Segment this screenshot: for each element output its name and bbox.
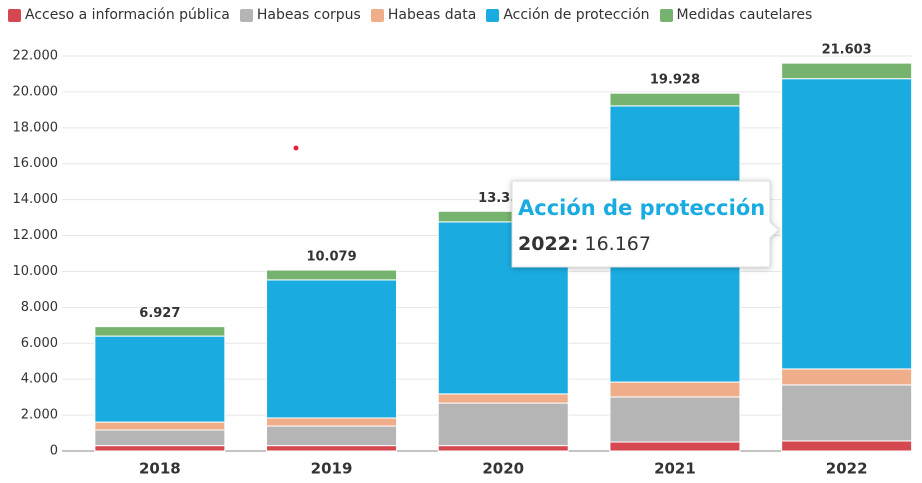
total-label: 19.928 [650, 73, 700, 88]
dot [293, 145, 299, 151]
bar-segment [266, 279, 398, 419]
bar-segment [94, 335, 226, 423]
x-tick-label: 2020 [482, 460, 524, 478]
y-tick-label: 0 [50, 444, 58, 459]
bar-segment [609, 92, 741, 107]
bar-segment [609, 441, 741, 452]
bar-segment [781, 62, 913, 80]
legend-swatch [239, 8, 253, 22]
y-tick-label: 20.000 [13, 84, 59, 99]
tooltip-number: 16.167 [584, 233, 650, 255]
y-tick-label: 6.000 [21, 336, 58, 351]
tooltip-label: 2022: [518, 233, 578, 255]
legend-item[interactable]: Acción de protección [486, 7, 650, 23]
y-tick-label: 8.000 [21, 300, 58, 315]
y-tick-label: 18.000 [13, 120, 59, 135]
legend-swatch [8, 8, 21, 22]
tooltip-value: 2022: 16.167 [518, 233, 651, 255]
legend-item[interactable]: Medidas cautelares [659, 7, 813, 23]
y-tick-label: 4.000 [21, 372, 58, 387]
legend-swatch [370, 8, 384, 22]
bar-segment [94, 326, 226, 337]
x-tick-label: 2019 [311, 460, 353, 478]
legend-label: Acción de protección [503, 7, 650, 23]
bar-segment [437, 445, 569, 452]
y-tick-label: 22.000 [13, 49, 59, 64]
bar-segment [781, 78, 913, 370]
bar-segment [781, 440, 913, 452]
bar-segment [94, 429, 226, 447]
y-tick-label: 10.000 [13, 264, 59, 279]
bar-segment [609, 396, 741, 443]
legend-label: Acceso a información pública [25, 7, 230, 23]
bar-segment [781, 384, 913, 442]
bar-segment [609, 381, 741, 398]
bar-segment [266, 417, 398, 427]
bar-segment [266, 425, 398, 447]
y-tick-label: 2.000 [21, 408, 58, 423]
legend-item[interactable]: Habeas data [370, 7, 477, 23]
bar-segment [266, 269, 398, 281]
total-label: 10.079 [306, 250, 356, 265]
bar-segment [266, 445, 398, 452]
x-tick-label: 2018 [139, 460, 181, 478]
x-tick-label: 2021 [654, 460, 696, 478]
legend-label: Medidas cautelares [676, 7, 813, 23]
bar-segment [437, 402, 569, 447]
legend-swatch [486, 8, 500, 22]
total-label: 21.603 [822, 43, 872, 58]
bar-segment [781, 368, 913, 386]
legend-label: Habeas data [387, 7, 477, 23]
legend-swatch [659, 8, 673, 22]
legend-label: Habeas corpus [256, 7, 361, 23]
bar-segment [94, 445, 226, 452]
tooltip-title: Acción de protección [518, 196, 765, 220]
y-tick-label: 12.000 [13, 228, 59, 243]
legend: Acceso a información pública Habeas corpu… [8, 7, 812, 23]
y-tick-label: 14.000 [13, 192, 59, 207]
y-tick-label: 16.000 [13, 156, 59, 171]
x-tick-label: 2022 [826, 460, 868, 478]
bar-segment [94, 421, 226, 431]
total-label: 6.927 [139, 306, 180, 321]
legend-item[interactable]: Habeas corpus [239, 7, 361, 23]
legend-item[interactable]: Acceso a información pública [8, 7, 230, 23]
bar-segment [437, 393, 569, 404]
tooltip-box [511, 180, 780, 268]
tooltip: Acción de protección 2022: 16.167 [511, 180, 780, 268]
